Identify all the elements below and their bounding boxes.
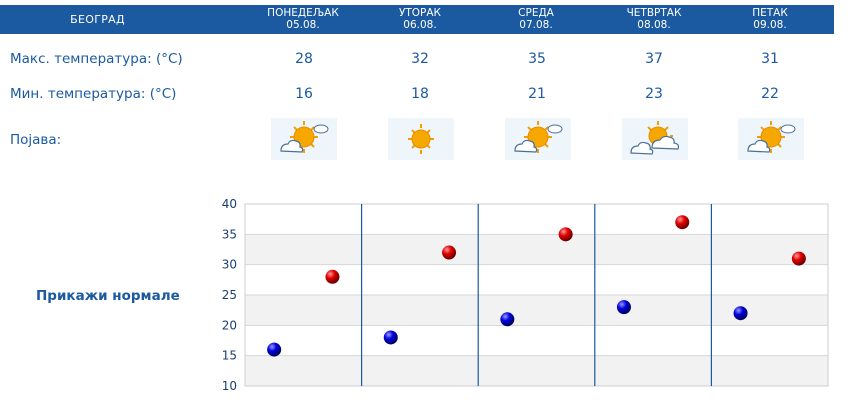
min-temp-value: 21 [528, 86, 546, 102]
city-name: БЕОГРАД [70, 13, 125, 26]
sun-cloud-icon [271, 118, 337, 160]
day-date: 09.08. [753, 19, 787, 31]
day-date: 08.08. [637, 19, 671, 31]
weather-label: Појава: [10, 132, 62, 148]
sun-behind-clouds-icon [622, 118, 688, 160]
sun-cloud-icon [505, 118, 571, 160]
grid-band [245, 295, 828, 326]
day-name: ПЕТАК [752, 7, 788, 19]
min-temp-point [383, 330, 398, 345]
max-temp-label: Макс. температура: (°C) [10, 51, 183, 67]
max-temp-value: 28 [295, 51, 313, 67]
sun-cloud-icon [738, 118, 804, 160]
grid-band [245, 355, 828, 386]
sun-icon [388, 118, 454, 160]
min-temp-value: 23 [645, 86, 663, 102]
y-tick-label: 20 [222, 318, 237, 332]
day-header-2: УТОРАК 06.08. [380, 5, 460, 34]
min-temp-value: 18 [411, 86, 429, 102]
y-tick-label: 40 [222, 197, 237, 211]
max-temp-value: 37 [645, 51, 663, 67]
y-tick-label: 30 [222, 258, 237, 272]
day-header-1: ПОНЕДЕЉАК 05.08. [263, 5, 343, 34]
y-tick-label: 25 [222, 288, 237, 302]
show-normals-link[interactable]: Прикажи нормале [36, 288, 180, 304]
day-header-5: ПЕТАК 09.08. [730, 5, 810, 34]
day-date: 07.08. [519, 19, 553, 31]
plot-frame [244, 203, 829, 387]
day-name: ПОНЕДЕЉАК [267, 7, 339, 19]
y-tick-label: 35 [222, 227, 237, 241]
min-temp-point [616, 300, 631, 315]
day-name: СРЕДА [518, 7, 554, 19]
day-header-3: СРЕДА 07.08. [496, 5, 576, 34]
grid-band [245, 234, 828, 265]
day-date: 05.08. [286, 19, 320, 31]
max-temp-point [675, 215, 690, 230]
max-temp-value: 35 [528, 51, 546, 67]
grid-band [245, 264, 828, 295]
max-temp-point [791, 251, 806, 266]
max-temp-value: 31 [761, 51, 779, 67]
y-tick-label: 15 [222, 349, 237, 363]
day-name: ЧЕТВРТАК [626, 7, 682, 19]
max-temp-point [442, 245, 457, 260]
min-temp-point [267, 342, 282, 357]
min-temp-value: 16 [295, 86, 313, 102]
grid-band [245, 325, 828, 356]
min-temp-point [733, 306, 748, 321]
max-temp-point [558, 227, 573, 242]
day-header-4: ЧЕТВРТАК 08.08. [614, 5, 694, 34]
grid-band [245, 204, 828, 235]
day-name: УТОРАК [398, 7, 442, 19]
y-tick-label: 10 [222, 379, 237, 393]
max-temp-point [325, 269, 340, 284]
min-temp-value: 22 [761, 86, 779, 102]
max-temp-value: 32 [411, 51, 429, 67]
min-temp-point [500, 312, 515, 327]
forecast-header: БЕОГРАД ПОНЕДЕЉАК 05.08. УТОРАК 06.08. С… [0, 5, 834, 34]
day-date: 06.08. [403, 19, 437, 31]
min-temp-label: Мин. температура: (°C) [10, 86, 177, 102]
